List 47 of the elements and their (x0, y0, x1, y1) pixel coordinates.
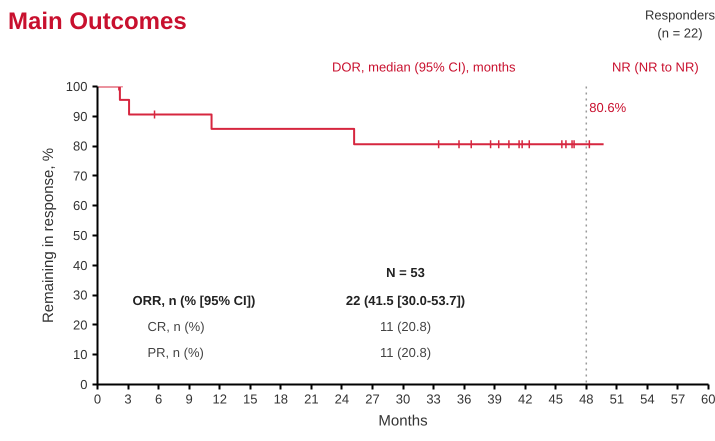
x-tick-label: 51 (610, 392, 624, 406)
annotation: 11 (20.8) (380, 345, 432, 360)
annotation: ORR, n (% [95% CI]) (132, 293, 256, 308)
x-tick-label: 9 (186, 392, 193, 406)
x-tick-label: 57 (670, 392, 686, 406)
annotation: 22 (41.5 [30.0-53.7]) (346, 293, 466, 308)
x-tick-label: 60 (701, 392, 715, 406)
x-tick-label: 27 (365, 392, 380, 406)
x-tick-label: 33 (426, 392, 441, 406)
x-tick-label: 42 (518, 392, 532, 406)
y-tick-label: 10 (73, 347, 88, 362)
y-tick-label: 20 (73, 317, 88, 332)
y-tick-label: 90 (73, 108, 88, 124)
y-tick-label: 80 (73, 138, 88, 154)
annotation: 80.6% (589, 100, 627, 115)
x-tick-label: 39 (487, 392, 502, 406)
annotation: CR, n (%) (148, 319, 205, 334)
x-tick-label: 0 (94, 392, 102, 406)
text: NR (NR to NR) (612, 58, 699, 77)
chart-title: Main Outcomes (8, 6, 187, 37)
x-tick-label: 30 (396, 392, 410, 406)
x-tick-label: 54 (640, 392, 655, 406)
y-tick-label: 60 (73, 198, 88, 214)
y-tick-label: 100 (66, 79, 88, 94)
x-tick-label: 24 (334, 392, 350, 406)
y-tick-label: 0 (80, 377, 88, 392)
y-tick-label: 50 (73, 228, 88, 243)
x-tick-label: 18 (274, 392, 288, 406)
x-tick-label: 48 (579, 392, 594, 406)
y-tick-label: 30 (73, 288, 88, 303)
text: DOR, median (95% CI), months (332, 58, 516, 77)
x-tick-label: 3 (124, 392, 132, 406)
x-tick-label: 21 (304, 392, 319, 406)
y-tick-label: 40 (73, 258, 88, 273)
annotation: PR, n (%) (148, 345, 204, 360)
x-axis-title: Months (378, 412, 428, 430)
annotation: 11 (20.8) (380, 319, 432, 334)
x-tick-label: 15 (243, 392, 258, 406)
x-tick-label: 36 (456, 392, 472, 406)
x-tick-label: 45 (548, 392, 563, 406)
text: Responders (644, 6, 715, 25)
annotation: N = 53 (386, 265, 425, 280)
x-tick-label: 12 (212, 392, 227, 406)
y-tick-label: 70 (73, 168, 88, 184)
text: (n = 22) (657, 24, 703, 43)
x-tick-label: 6 (154, 392, 162, 406)
y-axis-title: Remaining in response, % (40, 148, 57, 324)
